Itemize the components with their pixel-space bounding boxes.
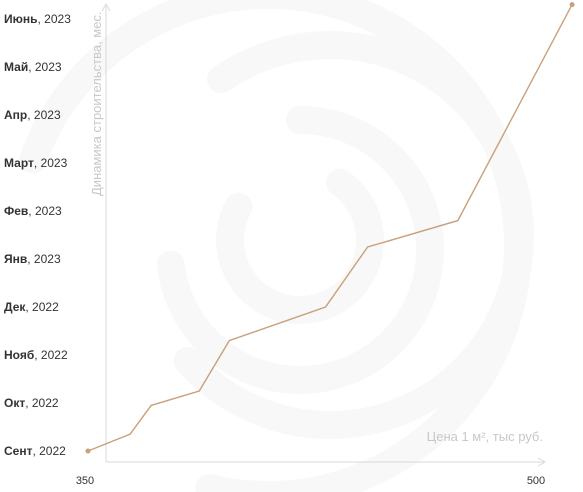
y-tick-label: Апр, 2023	[4, 108, 61, 122]
series-layer	[85, 2, 575, 454]
y-tick-label: Нояб, 2022	[4, 348, 68, 362]
x-axis-title: Цена 1 м², тыс руб.	[427, 429, 543, 444]
x-axis-arrow	[537, 457, 547, 467]
y-tick-label: Дек, 2022	[4, 300, 59, 314]
swirl-watermark	[19, 0, 534, 492]
swirl-arc	[156, 106, 444, 394]
x-tick-label: 350	[76, 475, 94, 487]
y-axis-title: Динамика строительства, мес.	[89, 11, 104, 196]
y-tick-label: Сент, 2022	[4, 444, 66, 458]
y-tick-label: Фев, 2023	[4, 204, 62, 218]
y-tick-label: Янв, 2023	[4, 252, 61, 266]
swirl-arc	[173, 31, 534, 439]
y-tick-label: Окт, 2022	[4, 396, 59, 410]
y-tick-label: Май, 2023	[4, 60, 62, 74]
x-axis-ticks: 350 500	[76, 475, 545, 487]
series-endpoint	[85, 448, 91, 454]
y-axis-arrow	[101, 2, 111, 12]
x-tick-label: 500	[527, 475, 545, 487]
y-axis-ticks: Сент, 2022 Окт, 2022 Нояб, 2022 Дек, 2022 Ян…	[4, 12, 71, 458]
series-endpoint	[569, 2, 575, 8]
swirl-arc	[216, 168, 384, 324]
y-tick-label: Март, 2023	[4, 156, 68, 170]
series-line	[87, 4, 573, 452]
swirl-arc	[19, 0, 532, 492]
axes	[101, 2, 547, 467]
y-tick-label: Июнь, 2023	[4, 12, 71, 26]
